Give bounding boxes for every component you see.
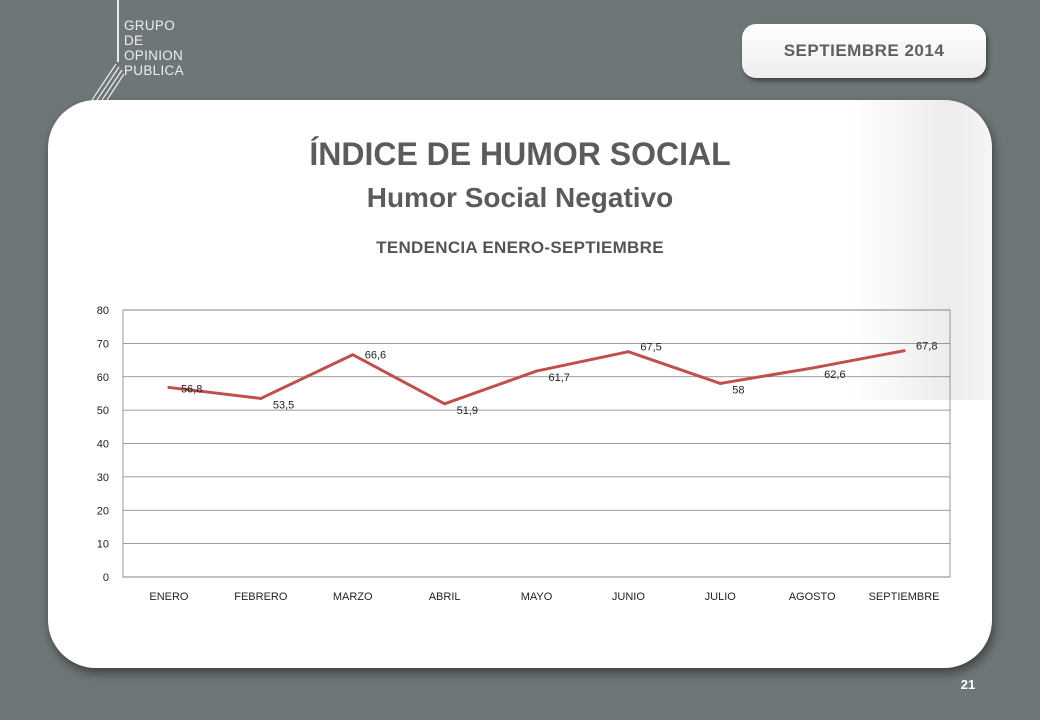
data-point xyxy=(167,385,171,389)
y-tick-label: 40 xyxy=(97,439,109,451)
series-line xyxy=(167,349,906,406)
y-tick-label: 60 xyxy=(97,372,109,384)
x-tick-label: JULIO xyxy=(705,591,737,603)
logo-line: OPINION xyxy=(124,48,184,63)
data-label: 61,7 xyxy=(549,372,570,384)
chart-title: TENDENCIA ENERO-SEPTIEMBRE xyxy=(376,238,664,257)
y-tick-label: 0 xyxy=(103,572,109,584)
logo-line: DE xyxy=(124,33,144,48)
data-point xyxy=(443,402,447,406)
data-label: 58 xyxy=(732,384,744,396)
data-point xyxy=(810,366,814,370)
x-tick-label: SEPTIEMBRE xyxy=(869,591,940,603)
logo: GRUPO DE OPINION PUBLICA xyxy=(86,0,216,105)
data-point xyxy=(259,396,263,400)
data-label: 67,5 xyxy=(640,342,661,354)
y-tick-label: 50 xyxy=(97,405,109,417)
data-label: 66,6 xyxy=(365,350,386,362)
logo-mark-icon xyxy=(91,0,125,101)
data-label: 67,8 xyxy=(916,341,937,353)
data-label: 62,6 xyxy=(824,369,845,381)
logo-line: GRUPO xyxy=(124,18,176,33)
y-tick-label: 20 xyxy=(97,505,109,517)
slide-subtitle: Humor Social Negativo xyxy=(366,182,674,213)
x-tick-label: JUNIO xyxy=(612,591,645,603)
data-point xyxy=(718,381,722,385)
x-tick-label: ENERO xyxy=(149,591,189,603)
data-point xyxy=(535,369,538,373)
x-tick-label: AGOSTO xyxy=(789,591,836,603)
logo-text: GRUPO DE OPINION PUBLICA xyxy=(124,18,184,78)
data-label: 51,9 xyxy=(457,405,478,417)
data-point xyxy=(902,349,906,353)
data-label: 56,8 xyxy=(181,383,202,395)
page-curl xyxy=(852,100,992,400)
x-tick-label: MARZO xyxy=(333,591,373,603)
y-tick-label: 70 xyxy=(97,338,109,350)
data-point xyxy=(351,353,355,357)
logo-line: PUBLICA xyxy=(124,63,184,78)
x-tick-label: ABRIL xyxy=(429,591,461,603)
x-tick-label: MAYO xyxy=(521,591,553,603)
plot-area xyxy=(122,309,951,578)
content-card xyxy=(48,100,992,668)
x-tick-label: FEBRERO xyxy=(234,591,288,603)
page-number: 21 xyxy=(960,677,976,692)
date-badge: SEPTIEMBRE 2014 xyxy=(742,24,986,78)
data-point xyxy=(626,350,630,354)
slide-title: ÍNDICE DE HUMOR SOCIAL xyxy=(309,136,731,172)
y-tick-label: 80 xyxy=(97,305,109,317)
y-tick-label: 10 xyxy=(97,539,109,551)
data-label: 53,5 xyxy=(273,399,294,411)
y-tick-label: 30 xyxy=(97,472,109,484)
